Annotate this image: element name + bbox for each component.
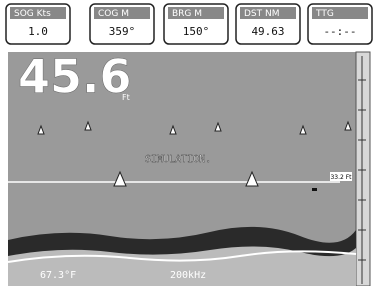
info-value: 1.0: [28, 25, 48, 38]
info-value: --:--: [323, 25, 356, 38]
frequency: 200kHz: [170, 270, 206, 281]
info-label: BRG M: [172, 9, 202, 19]
screen: SOG Kts 1.0 COG M 359° BRG M 150° DST NM 49.63 T…: [0, 0, 378, 286]
depth-reading: 45.6: [18, 50, 132, 104]
info-label: SOG Kts: [14, 9, 51, 19]
depth-scale: [356, 52, 370, 286]
info-label: TTG: [315, 9, 334, 19]
echo-dot: [312, 188, 317, 191]
info-value: 359°: [109, 25, 136, 38]
info-value: 49.63: [251, 25, 284, 38]
info-label: COG M: [98, 9, 129, 19]
info-label: DST NM: [244, 9, 280, 19]
mode-label: SIMULATION.: [145, 154, 211, 165]
water-temperature: 67.3°F: [40, 270, 76, 281]
page: {"header": {"boxes": [ {"label": "SOG Kt…: [0, 0, 378, 286]
header-bar: SOG Kts 1.0 COG M 359° BRG M 150° DST NM 49.63 T…: [6, 4, 372, 44]
depth-unit: Ft: [122, 93, 130, 102]
line-label: 33.2 Ft: [330, 174, 352, 181]
info-value: 150°: [183, 25, 210, 38]
